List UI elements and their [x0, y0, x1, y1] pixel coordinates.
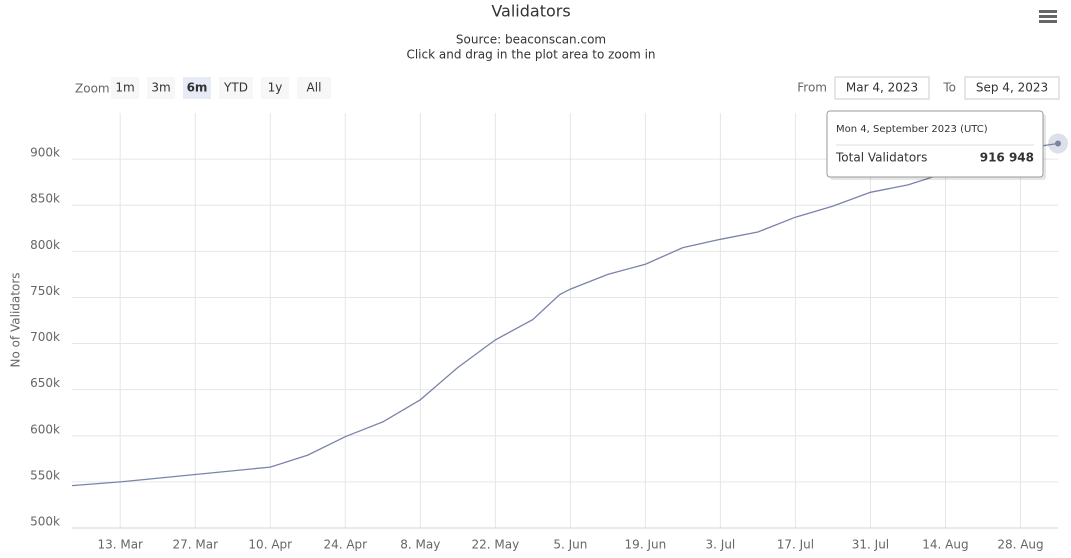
zoom-button[interactable]: YTD — [219, 77, 253, 99]
line — [71, 142, 1059, 487]
chart-subtitle: Source: beaconscan.com — [456, 33, 606, 47]
zoom-button[interactable]: 1m — [111, 77, 139, 99]
x-tick-label: 8. May — [400, 538, 440, 552]
x-tick-label: 22. May — [471, 538, 519, 552]
zoom-button-bg — [261, 77, 289, 99]
x-tick-label: 27. Mar — [172, 538, 218, 552]
zoom-button-label: 3m — [151, 81, 170, 95]
y-tick-label: 600k — [30, 422, 60, 436]
y-tick-label: 550k — [30, 468, 60, 482]
x-tick-label: 14. Aug — [922, 538, 968, 552]
y-tick-label: 650k — [30, 376, 60, 390]
to-label: To — [942, 81, 956, 95]
tooltip-box — [826, 110, 1044, 178]
zoom-button-label: 6m — [187, 81, 208, 95]
hover-point — [1055, 140, 1061, 147]
tooltip-value: 916 948 — [980, 151, 1034, 165]
zoom-label: Zoom — [75, 82, 110, 96]
tooltip-series-name: Total Validators — [835, 151, 927, 165]
x-tick-label: 5. Jun — [553, 538, 587, 552]
x-tick-label: 17. Jul — [777, 538, 814, 552]
zoom-button[interactable]: 3m — [147, 77, 175, 99]
from-label: From — [797, 81, 827, 95]
x-tick-label: 13. Mar — [97, 538, 143, 552]
zoom-button-bg — [111, 77, 139, 99]
zoom-button[interactable]: All — [297, 77, 331, 99]
zoom-button[interactable]: 6m — [183, 77, 211, 99]
menu-button[interactable] — [1039, 10, 1057, 23]
menu-bar — [1039, 10, 1057, 13]
menu-bar — [1039, 20, 1057, 23]
zoom-button-bg — [297, 77, 331, 99]
chart-instruction: Click and drag in the plot area to zoom … — [406, 48, 655, 62]
y-tick-label: 900k — [30, 146, 60, 160]
to-value: Sep 4, 2023 — [976, 81, 1048, 95]
from-input[interactable] — [834, 76, 930, 100]
x-tick-label: 3. Jul — [706, 538, 736, 552]
y-axis-title: No of Validators — [9, 272, 23, 367]
from-value: Mar 4, 2023 — [846, 81, 918, 95]
to-input[interactable] — [964, 76, 1060, 100]
tooltip-title: Mon 4, September 2023 (UTC) — [836, 124, 988, 135]
y-tick-label: 700k — [30, 330, 60, 344]
zoom-button-bg — [147, 77, 175, 99]
y-tick-label: 500k — [30, 515, 60, 529]
y-tick-label: 850k — [30, 192, 60, 206]
y-tick-label: 800k — [30, 238, 60, 252]
zoom-button-bg — [183, 77, 211, 99]
zoom-button[interactable]: 1y — [261, 77, 289, 99]
x-tick-label: 19. Jun — [625, 538, 667, 552]
zoom-button-label: All — [307, 81, 322, 95]
x-tick-label: 28. Aug — [997, 538, 1043, 552]
zoom-button-bg — [219, 77, 253, 99]
x-tick-label: 10. Apr — [248, 538, 292, 552]
zoom-button-label: YTD — [223, 81, 248, 95]
chart-title: Validators — [491, 2, 570, 21]
x-tick-label: 24. Apr — [323, 538, 367, 552]
y-tick-label: 750k — [30, 284, 60, 298]
zoom-button-label: 1y — [268, 81, 283, 95]
x-tick-label: 31. Jul — [852, 538, 889, 552]
menu-bar — [1039, 15, 1057, 18]
zoom-button-label: 1m — [115, 81, 134, 95]
